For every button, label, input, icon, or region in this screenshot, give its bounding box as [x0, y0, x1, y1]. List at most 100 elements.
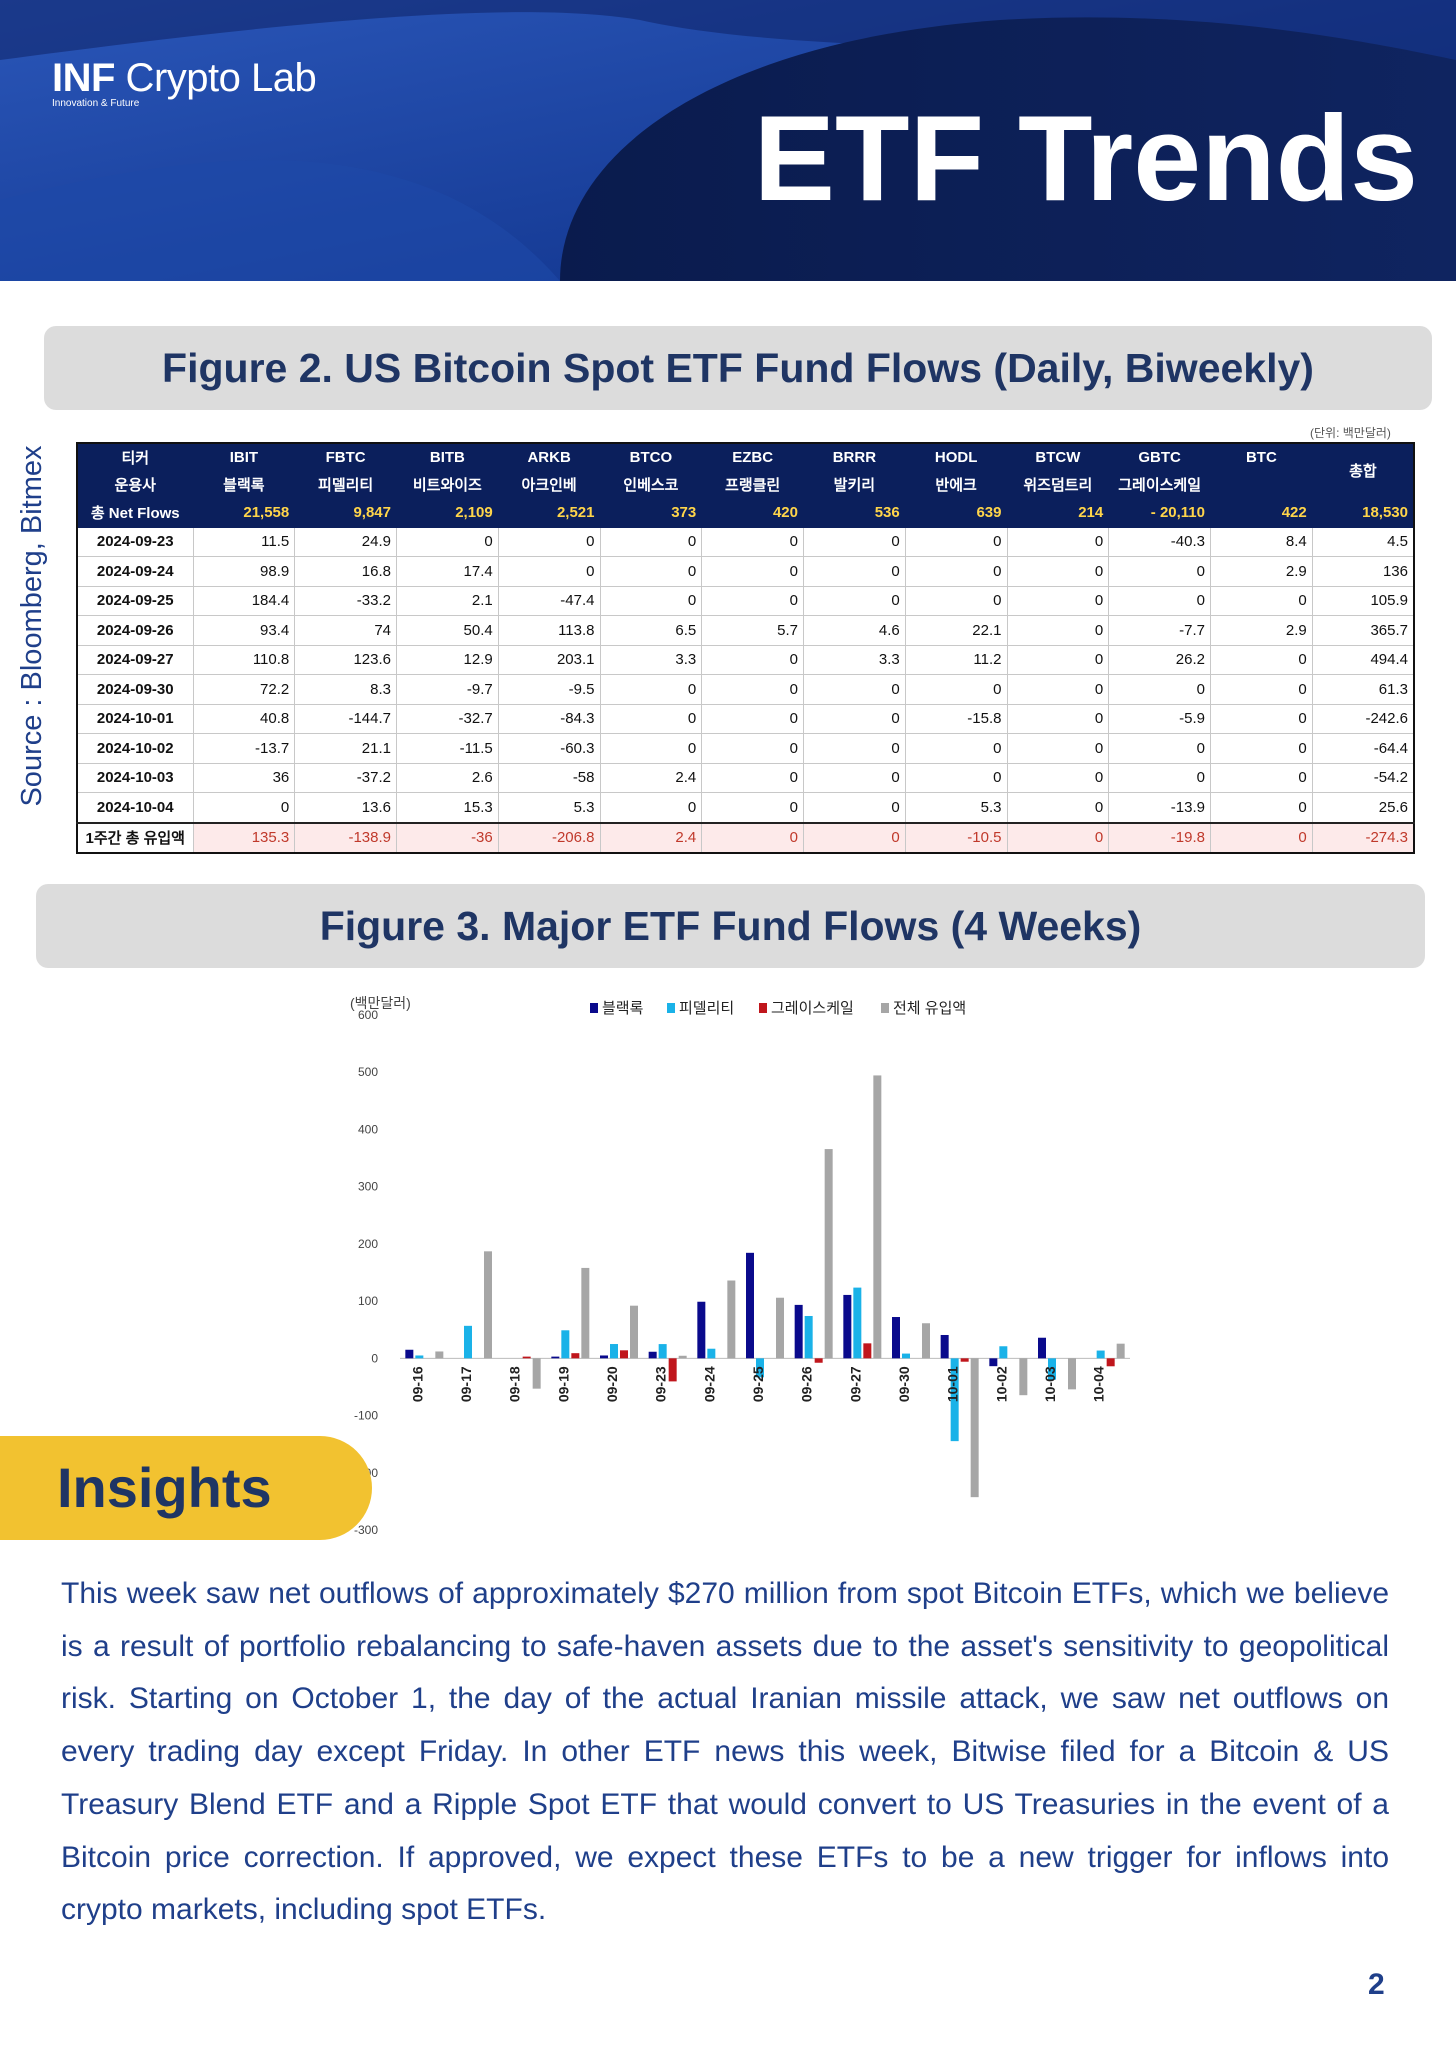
value-cell: 0 — [1210, 674, 1313, 705]
total-cell: 9,847 — [294, 497, 397, 528]
value-cell: -13.7 — [192, 733, 296, 764]
value-cell: 21.1 — [294, 733, 397, 764]
bar-fidelity — [561, 1330, 570, 1359]
bar-blackrock — [843, 1294, 852, 1359]
bar-grayscale — [571, 1353, 580, 1359]
value-cell: -11.5 — [396, 733, 499, 764]
bar-blackrock — [989, 1358, 998, 1367]
ticker-cell: HODL — [904, 442, 1008, 471]
value-cell: 0 — [904, 733, 1008, 764]
ticker-cell: ARKB — [497, 442, 601, 471]
bar-fidelity — [464, 1325, 472, 1359]
value-cell: 6.5 — [599, 615, 703, 646]
bar-blackrock — [648, 1351, 657, 1359]
table-row: 2024-10-02 -13.7 21.1 -11.5 -60.3 0 0 0 0 0 0 0 -64.… — [76, 733, 1415, 764]
bar-blackrock — [405, 1349, 414, 1359]
date-cell: 2024-09-23 — [76, 526, 194, 557]
bar-grayscale — [522, 1356, 531, 1359]
value-cell: -5.9 — [1108, 703, 1211, 734]
date-cell: 2024-09-30 — [76, 674, 194, 705]
table-row: 2024-09-23 11.5 24.9 0 0 0 0 0 0 0 -40.3 8.4 4.5 — [76, 526, 1415, 557]
manager-cell: 그레이스케일 — [1108, 470, 1211, 498]
value-cell: 5.7 — [701, 615, 804, 646]
value-cell: 2.9 — [1210, 556, 1313, 587]
total-cell: 536 — [803, 497, 906, 528]
manager-cell: 인베스코 — [599, 470, 703, 498]
total-net-flows-row: 총 Net Flows 21,558 9,847 2,109 2,521 373 420 53… — [76, 497, 1415, 528]
value-cell: 4.6 — [803, 615, 906, 646]
value-cell: 0 — [701, 703, 804, 734]
value-cell: 0 — [1006, 556, 1110, 587]
value-cell: 365.7 — [1311, 615, 1415, 646]
table-row: 2024-10-01 40.8 -144.7 -32.7 -84.3 0 0 0 -15.8 0-… — [76, 703, 1415, 734]
value-cell: 2.6 — [396, 762, 499, 793]
legend-label: 피델리티 — [679, 1000, 734, 1017]
value-cell: 0 — [803, 556, 906, 587]
total-row-label: 총 Net Flows — [76, 497, 194, 528]
value-cell: -144.7 — [294, 703, 397, 734]
bar-blackrock — [551, 1356, 560, 1359]
value-cell: 8.3 — [294, 674, 397, 705]
total-cell: 214 — [1006, 497, 1110, 528]
y-tick-label: 300 — [358, 1180, 378, 1194]
bar-fidelity — [610, 1344, 618, 1359]
date-cell: 2024-10-03 — [76, 762, 194, 793]
value-cell: 0 — [1108, 762, 1211, 793]
y-tick-label: -300 — [354, 1523, 378, 1537]
weekly-cell: -10.5 — [904, 821, 1008, 854]
x-tick-label: 09-26 — [799, 1366, 815, 1402]
value-cell: 74 — [294, 615, 397, 646]
ticker-cell: EZBC — [701, 442, 804, 471]
x-tick-label: 10-01 — [945, 1366, 961, 1402]
value-cell: 0 — [803, 733, 906, 764]
bar-fidelity — [902, 1353, 910, 1359]
value-cell: 0 — [1006, 792, 1110, 823]
value-cell: -58 — [497, 762, 601, 793]
weekly-cell: -36 — [396, 821, 499, 854]
grand-total-header: 총합 — [1311, 442, 1415, 498]
value-cell: 13.6 — [294, 792, 397, 823]
ticker-cell: BRRR — [803, 442, 906, 471]
value-cell: 0 — [904, 556, 1008, 587]
value-cell: 0 — [1006, 762, 1110, 793]
value-cell: 0 — [1210, 585, 1313, 616]
value-cell: -7.7 — [1108, 615, 1211, 646]
y-tick-label: -100 — [354, 1409, 378, 1423]
ticker-cell: BTC — [1210, 442, 1313, 471]
value-cell: -60.3 — [497, 733, 601, 764]
bar-fidelity — [1048, 1358, 1056, 1380]
value-cell: 184.4 — [192, 585, 296, 616]
value-cell: 0 — [599, 674, 703, 705]
value-cell: -37.2 — [294, 762, 397, 793]
value-cell: 0 — [904, 762, 1008, 793]
etf-flows-table: 티커 IBIT FBTC BITB ARKB BTCO EZBC BRRR HODL BTCW GB… — [76, 442, 1415, 854]
bar-blackrock — [794, 1304, 803, 1359]
x-tick-label: 09-18 — [507, 1366, 523, 1402]
value-cell: 24.9 — [294, 526, 397, 557]
weekly-cell: -138.9 — [294, 821, 397, 854]
value-cell: 0 — [497, 556, 601, 587]
table-row: 2024-09-27 110.8 123.6 12.9 203.1 3.3 0 3.3 11.2… — [76, 644, 1415, 675]
value-cell: 113.8 — [497, 615, 601, 646]
value-cell: 0 — [599, 526, 703, 557]
total-cell: 18,530 — [1311, 497, 1415, 528]
weekly-cell: -274.3 — [1311, 821, 1415, 854]
bar-total — [532, 1358, 541, 1389]
weekly-cell: 2.4 — [599, 821, 703, 854]
bar-total — [970, 1358, 979, 1498]
bar-total — [1019, 1358, 1028, 1396]
logo-bold-text: INF — [52, 56, 115, 100]
manager-cell: 위즈덤트리 — [1006, 470, 1110, 498]
value-cell: 0 — [1006, 733, 1110, 764]
x-tick-label: 10-04 — [1091, 1366, 1107, 1402]
bar-grayscale — [1106, 1358, 1115, 1367]
bar-grayscale — [668, 1358, 677, 1382]
total-cell: 21,558 — [192, 497, 296, 528]
value-cell: 22.1 — [904, 615, 1008, 646]
value-cell: 0 — [599, 703, 703, 734]
ticker-row-label: 티커 — [76, 442, 194, 471]
weekly-cell: -206.8 — [497, 821, 601, 854]
weekly-cell: -19.8 — [1108, 821, 1211, 854]
x-tick-label: 09-17 — [458, 1366, 474, 1402]
value-cell: -15.8 — [904, 703, 1008, 734]
